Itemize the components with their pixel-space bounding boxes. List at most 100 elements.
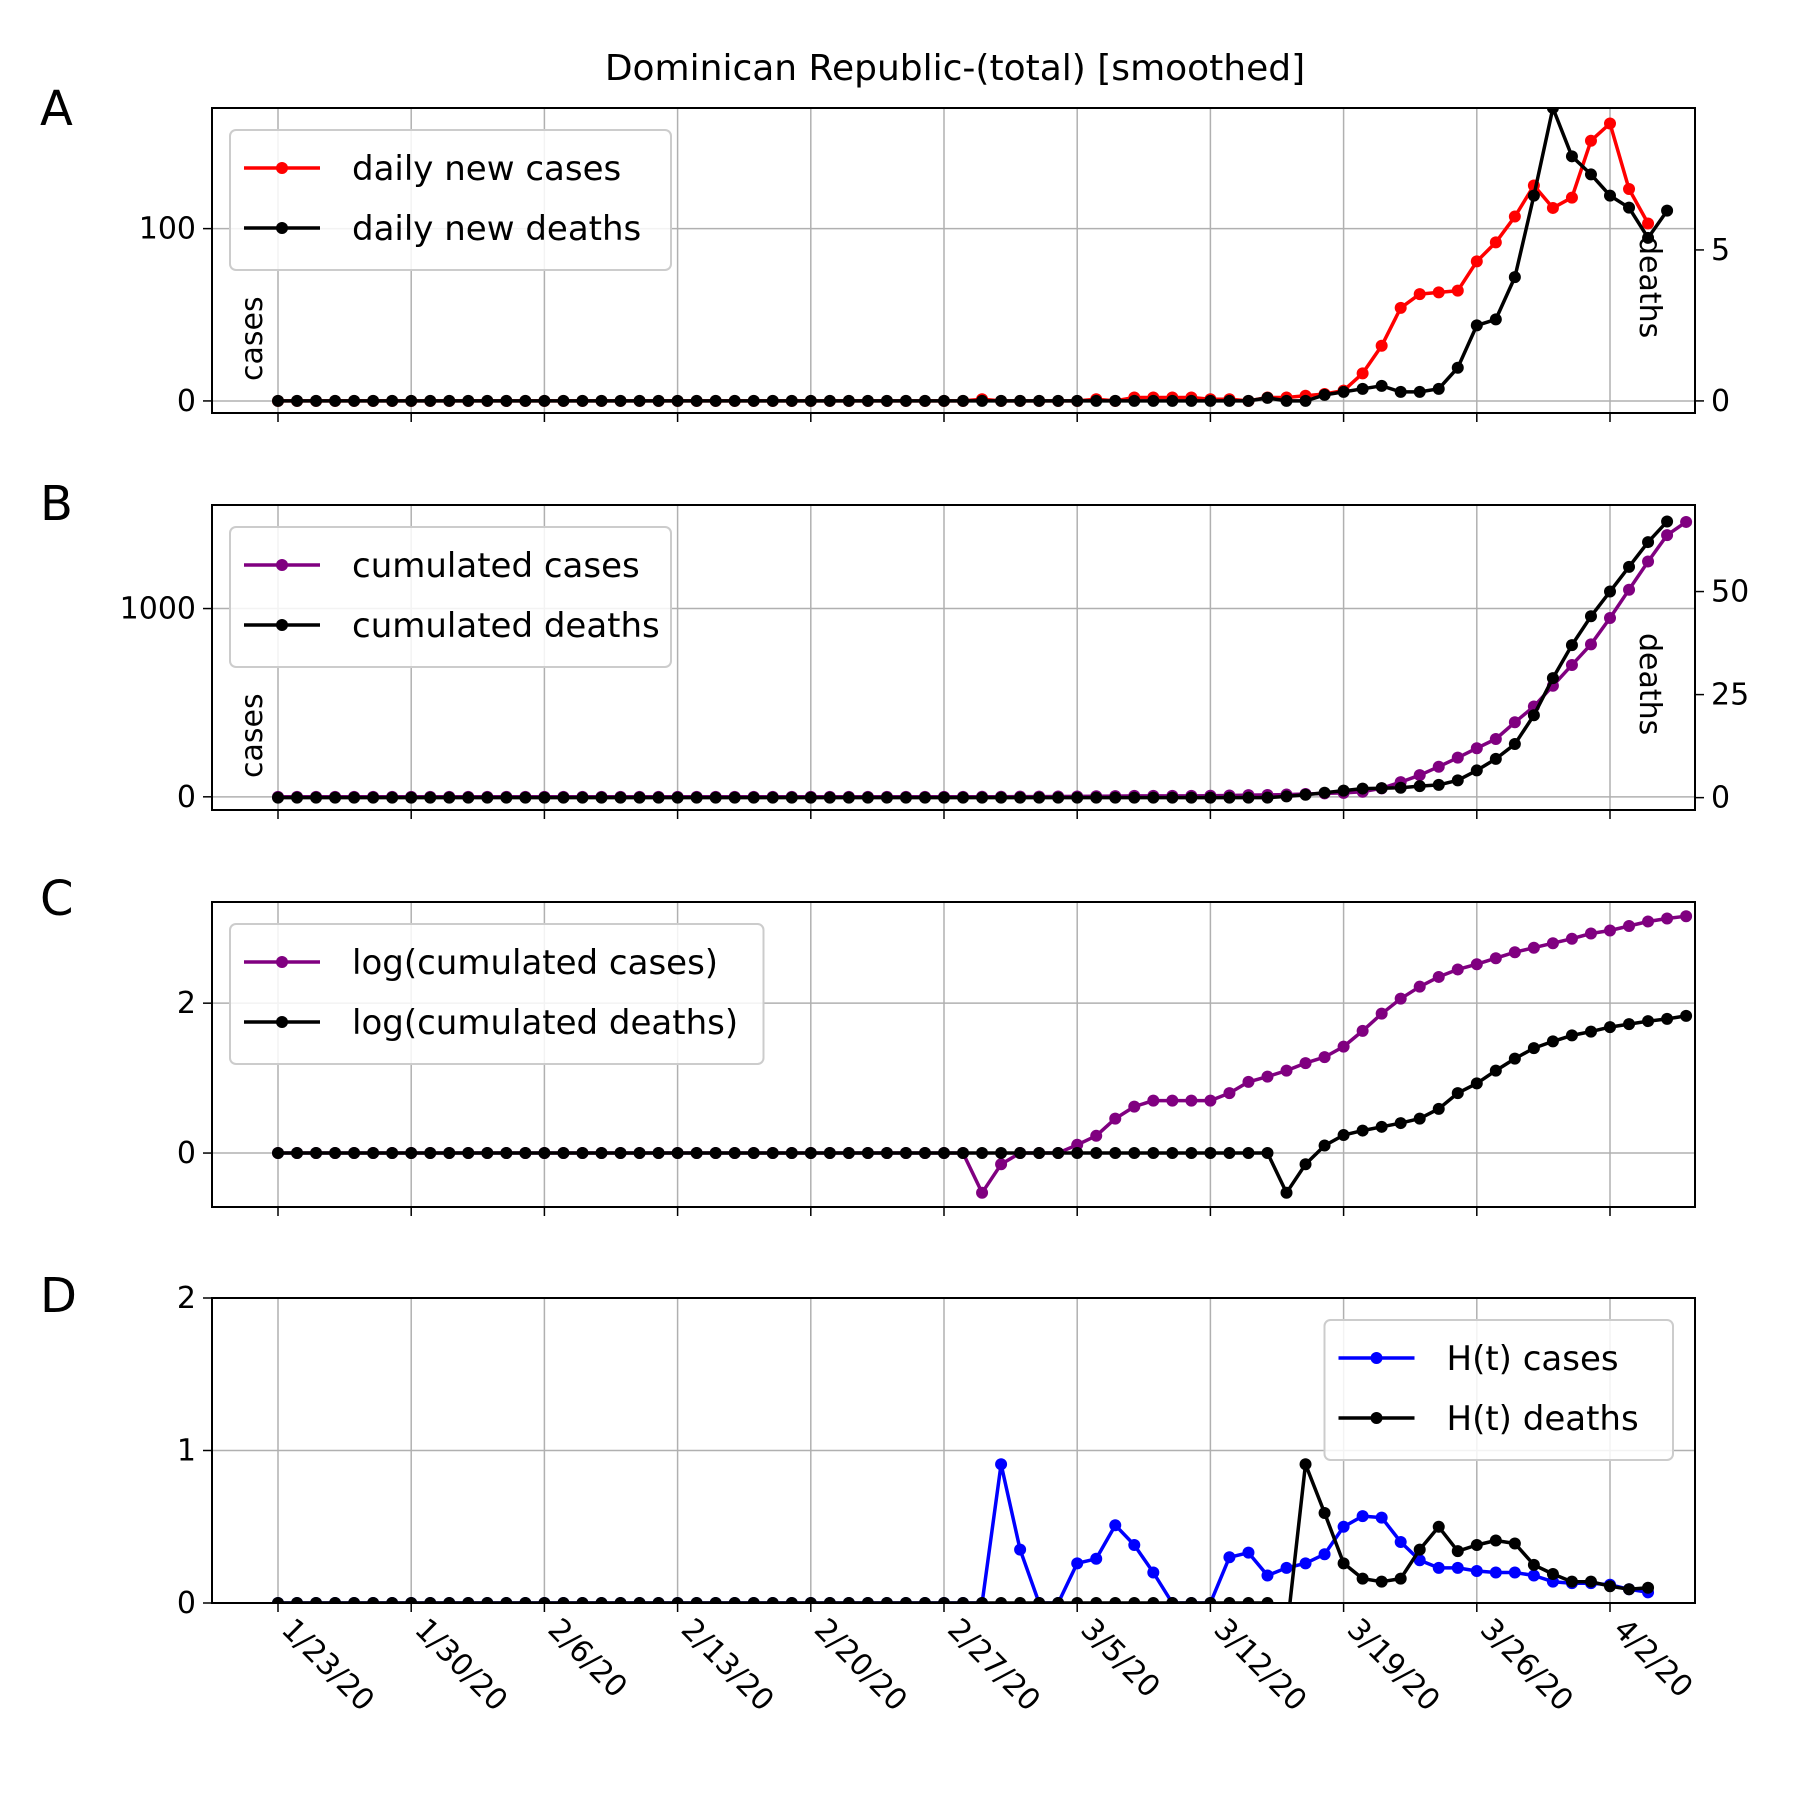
y-tick-label-right: 0	[1711, 781, 1730, 816]
data-point	[1337, 1040, 1350, 1053]
data-point	[976, 1597, 989, 1603]
data-point	[976, 791, 989, 804]
y-tick-label: 0	[177, 1136, 196, 1171]
x-tick-label: 1/30/20	[408, 1612, 515, 1719]
panel-D: D 1/23/20 1/30/20 2/6/20 2/13/20 2/20/20 2/27/…	[40, 1268, 1699, 1718]
legend: daily new cases daily new deaths	[229, 129, 672, 271]
data-point	[976, 1186, 989, 1199]
legend-box	[229, 526, 672, 668]
data-point	[1432, 382, 1445, 395]
data-point	[1546, 201, 1559, 214]
data-point	[1071, 1147, 1084, 1160]
y-axis-label-left: cases	[235, 693, 270, 778]
data-point	[804, 1597, 817, 1603]
data-point	[462, 1147, 475, 1160]
data-point	[1527, 1042, 1540, 1055]
plot-frame	[211, 901, 1696, 1208]
data-point	[842, 394, 855, 407]
panel-C: C 0 2 log(cumulated cases) log(cumulated dea…	[40, 871, 1696, 1216]
panel-letter: D	[40, 1268, 77, 1324]
data-point	[1185, 1147, 1198, 1160]
data-point	[1337, 1129, 1350, 1142]
series-group	[272, 910, 1693, 1199]
data-point	[1565, 150, 1578, 163]
data-point	[1604, 611, 1616, 624]
y-tick-label: 1	[177, 1434, 196, 1469]
data-point	[671, 791, 684, 804]
data-point	[1052, 1597, 1065, 1603]
data-point	[1014, 1543, 1027, 1556]
x-tick-label: 3/12/20	[1207, 1612, 1314, 1719]
data-point	[1299, 394, 1312, 407]
data-point	[291, 791, 304, 804]
data-point	[1147, 791, 1160, 804]
x-tick-label: 3/19/20	[1340, 1612, 1447, 1719]
data-point	[1261, 791, 1274, 804]
data-point	[1109, 394, 1122, 407]
legend-label: H(t) cases	[1447, 1339, 1619, 1379]
data-point	[462, 394, 475, 407]
data-point	[1090, 1552, 1103, 1565]
data-point	[405, 1597, 418, 1603]
data-point	[1470, 319, 1483, 332]
data-point	[291, 1147, 304, 1160]
data-point	[462, 1597, 475, 1603]
data-point	[1470, 764, 1483, 777]
data-point	[1604, 1021, 1616, 1034]
data-point	[1451, 361, 1464, 374]
data-point	[1375, 379, 1388, 392]
data-point	[1147, 394, 1160, 407]
data-point	[538, 791, 551, 804]
data-point	[1147, 1147, 1160, 1160]
data-point	[1014, 1147, 1027, 1160]
data-point	[899, 394, 912, 407]
series-group	[272, 515, 1693, 804]
data-point	[348, 1147, 361, 1160]
data-point	[348, 791, 361, 804]
data-point	[766, 394, 779, 407]
data-point	[576, 1147, 589, 1160]
data-point	[918, 791, 931, 804]
data-point	[766, 1597, 779, 1603]
data-point	[310, 791, 323, 804]
data-point	[1356, 382, 1369, 395]
data-point	[747, 791, 760, 804]
data-point	[538, 1597, 551, 1603]
data-point	[1375, 1120, 1388, 1133]
data-point	[1394, 1117, 1407, 1130]
y-axis-label-left: cases	[235, 296, 270, 381]
data-point	[310, 1597, 323, 1603]
data-point	[1413, 288, 1426, 301]
data-point	[367, 791, 380, 804]
data-point	[1033, 1597, 1046, 1603]
data-point	[443, 1147, 456, 1160]
legend-label: H(t) deaths	[1447, 1399, 1639, 1439]
data-point	[1394, 992, 1407, 1005]
data-point	[1223, 1147, 1236, 1160]
data-point	[1623, 560, 1636, 573]
data-point	[1071, 791, 1084, 804]
data-point	[1546, 1035, 1559, 1048]
y-tick-label-right: 25	[1711, 678, 1749, 713]
data-point	[481, 394, 494, 407]
data-point	[557, 394, 570, 407]
data-point	[861, 791, 874, 804]
data-point	[1527, 1558, 1540, 1571]
data-point	[1394, 1536, 1407, 1548]
data-point	[671, 1597, 684, 1603]
data-point	[652, 791, 665, 804]
x-tick-label: 3/5/20	[1074, 1612, 1167, 1705]
data-point	[728, 394, 741, 407]
data-point	[842, 1147, 855, 1160]
y-tick-label: 0	[177, 780, 196, 815]
data-point	[1470, 958, 1483, 971]
data-point	[785, 1597, 798, 1603]
data-point	[861, 1597, 874, 1603]
data-point	[1166, 1094, 1179, 1107]
data-point	[1128, 1539, 1141, 1552]
data-point	[1242, 791, 1255, 804]
data-point	[1223, 1087, 1236, 1100]
data-point	[1052, 394, 1065, 407]
data-point	[1109, 1597, 1122, 1603]
